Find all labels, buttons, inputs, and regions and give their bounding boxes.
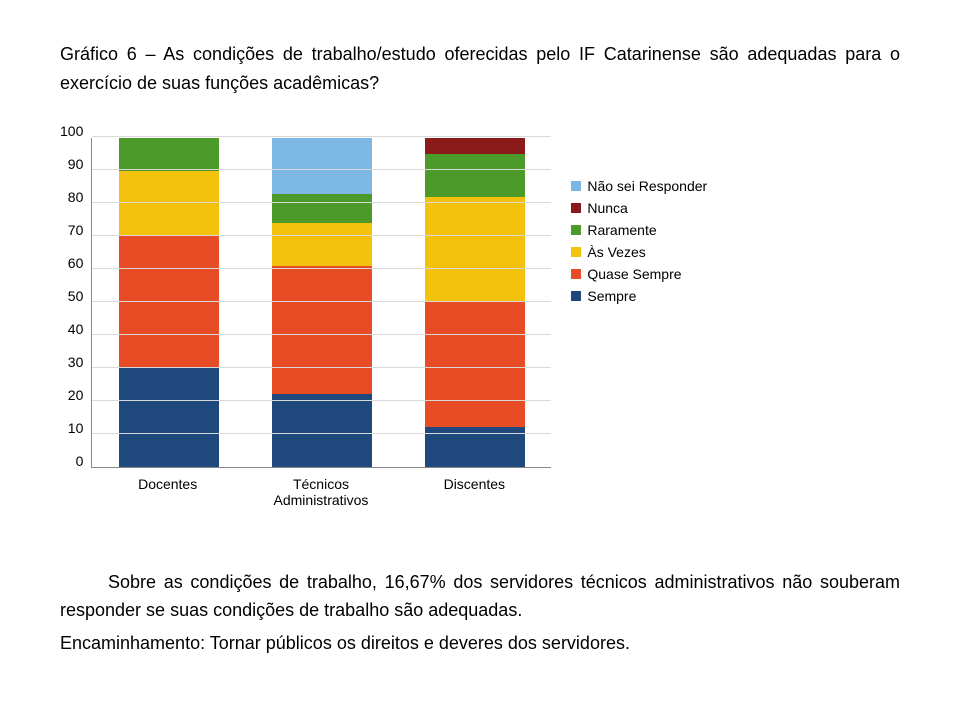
- bar-segment: [119, 138, 219, 171]
- legend-item: Às Vezes: [571, 244, 707, 260]
- legend-swatch: [571, 181, 581, 191]
- chart-container: 1009080706050403020100 Docentes Técnicos …: [60, 138, 900, 508]
- bar-segment: [119, 171, 219, 237]
- legend-label: Não sei Responder: [587, 178, 707, 194]
- grid-line: [92, 136, 551, 137]
- body-text: Sobre as condições de trabalho, 16,67% d…: [60, 568, 900, 658]
- bar-segment: [425, 302, 525, 427]
- bar: [119, 138, 219, 467]
- legend-item: Sempre: [571, 288, 707, 304]
- grid-line: [92, 400, 551, 401]
- legend-label: Nunca: [587, 200, 627, 216]
- chart-area: 1009080706050403020100 Docentes Técnicos …: [60, 138, 551, 508]
- legend-swatch: [571, 269, 581, 279]
- legend-item: Raramente: [571, 222, 707, 238]
- grid-line: [92, 169, 551, 170]
- grid-line: [92, 301, 551, 302]
- x-label: Técnicos Administrativos: [271, 476, 371, 508]
- legend-swatch: [571, 247, 581, 257]
- legend-swatch: [571, 291, 581, 301]
- legend-label: Quase Sempre: [587, 266, 681, 282]
- plot-area: [91, 138, 551, 468]
- grid-line: [92, 367, 551, 368]
- y-axis: 1009080706050403020100: [60, 138, 91, 468]
- bar-segment: [119, 368, 219, 467]
- legend-label: Às Vezes: [587, 244, 645, 260]
- legend-item: Não sei Responder: [571, 178, 707, 194]
- grid-line: [92, 268, 551, 269]
- bar-segment: [119, 236, 219, 368]
- x-label: Discentes: [424, 476, 524, 508]
- legend-label: Raramente: [587, 222, 656, 238]
- bar: [425, 138, 525, 467]
- bars-group: [92, 138, 551, 467]
- bar-segment: [272, 223, 372, 266]
- bar-segment: [272, 138, 372, 194]
- bar-segment: [272, 266, 372, 394]
- grid-line: [92, 202, 551, 203]
- legend-item: Nunca: [571, 200, 707, 216]
- bar: [272, 138, 372, 467]
- bar-segment: [425, 154, 525, 197]
- legend-label: Sempre: [587, 288, 636, 304]
- bar-segment: [272, 194, 372, 224]
- body-paragraph-1: Sobre as condições de trabalho, 16,67% d…: [60, 568, 900, 626]
- grid-line: [92, 334, 551, 335]
- x-label: Docentes: [118, 476, 218, 508]
- legend-swatch: [571, 225, 581, 235]
- bar-segment: [272, 394, 372, 466]
- legend-swatch: [571, 203, 581, 213]
- chart-title: Gráfico 6 – As condições de trabalho/est…: [60, 40, 900, 98]
- legend: Não sei Responder Nunca Raramente Às Vezes Q…: [571, 138, 707, 304]
- body-paragraph-2: Encaminhamento: Tornar públicos os direi…: [60, 629, 900, 658]
- grid-line: [92, 235, 551, 236]
- grid-line: [92, 433, 551, 434]
- bar-segment: [425, 138, 525, 154]
- legend-item: Quase Sempre: [571, 266, 707, 282]
- x-axis: Docentes Técnicos Administrativos Discente…: [91, 468, 551, 508]
- bar-segment: [425, 197, 525, 302]
